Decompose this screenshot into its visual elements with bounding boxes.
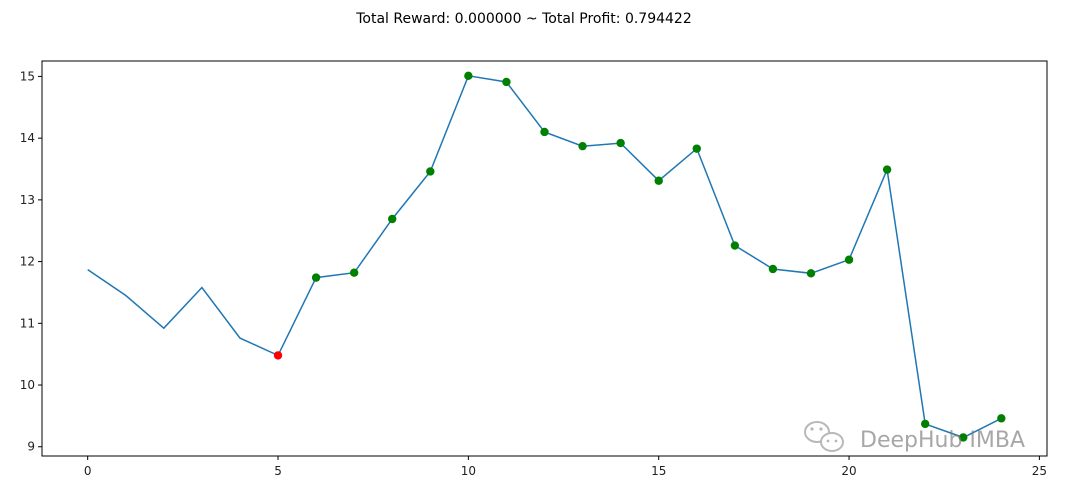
x-tick-label: 10 (461, 464, 476, 478)
y-tick-label: 14 (20, 131, 35, 145)
axes-frame (41, 60, 1048, 457)
buy-marker (426, 167, 435, 176)
x-axis: 0 5 10 15 20 25 (84, 456, 1047, 478)
buy-marker (349, 268, 359, 277)
buy-marker (882, 165, 892, 174)
buy-marker (311, 273, 321, 282)
buy-marker (502, 77, 511, 87)
buy-marker (578, 141, 587, 151)
buy-marker (844, 255, 854, 264)
x-tick-label: 25 (1032, 464, 1047, 478)
buy-marker (730, 241, 740, 250)
buy-marker (920, 419, 930, 429)
x-tick-label: 5 (274, 464, 282, 478)
x-tick-label: 15 (651, 464, 666, 478)
buy-marker (540, 127, 549, 137)
y-tick-label: 10 (20, 378, 35, 392)
trade-markers (273, 71, 1006, 442)
y-tick-label: 12 (20, 255, 35, 269)
buy-marker (997, 414, 1006, 423)
buy-marker (768, 264, 778, 274)
y-axis: 9 10 11 12 13 14 15 (20, 69, 42, 454)
buy-marker (464, 71, 473, 81)
buy-marker (616, 138, 625, 148)
wechat-icon (804, 421, 844, 452)
chart-title: Total Reward: 0.000000 ~ Total Profit: 0… (355, 11, 692, 27)
y-tick-label: 13 (20, 193, 35, 207)
y-tick-label: 15 (20, 69, 35, 83)
buy-marker (692, 144, 701, 153)
watermark: DeepHub IMBA (804, 421, 1025, 453)
buy-marker (806, 269, 816, 278)
buy-marker (654, 176, 663, 185)
buy-marker (959, 433, 968, 442)
y-tick-label: 11 (20, 316, 35, 330)
watermark-text: DeepHub IMBA (860, 428, 1025, 453)
x-tick-label: 0 (84, 464, 92, 478)
sell-marker (273, 351, 283, 360)
x-tick-label: 20 (841, 464, 856, 478)
buy-marker (388, 214, 397, 224)
y-tick-label: 9 (27, 440, 35, 454)
